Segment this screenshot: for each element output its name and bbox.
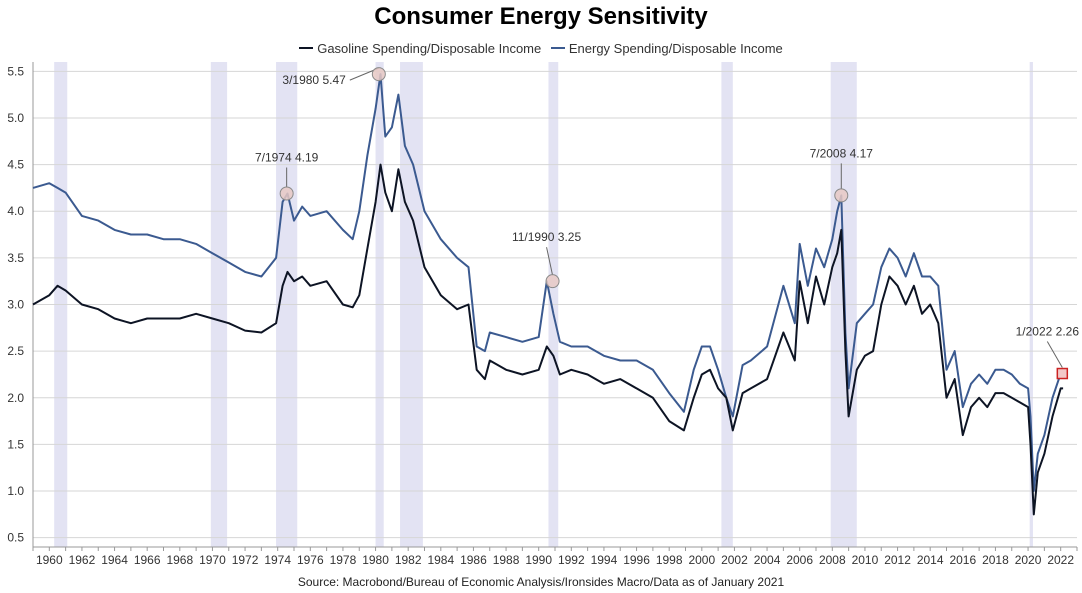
legend-label-gasoline: Gasoline Spending/Disposable Income: [317, 40, 542, 56]
x-tick-label: 2004: [754, 553, 781, 567]
x-tick-label: 1964: [101, 553, 128, 567]
x-tick-label: 2020: [1015, 553, 1042, 567]
source-note: Source: Macrobond/Bureau of Economic Ana…: [297, 575, 785, 589]
x-tick-label: 1970: [199, 553, 226, 567]
y-tick-label: 0.5: [7, 531, 24, 545]
x-tick-label: 1988: [493, 553, 520, 567]
x-tick-label: 1986: [460, 553, 487, 567]
x-tick-label: 2018: [982, 553, 1009, 567]
annotation-leader: [546, 247, 554, 276]
axes: 0.5 1.0 1.5 2.0 2.5 3.0 3.5 4.0 4.5 5.0 5.5 1960 196…: [7, 62, 1078, 567]
y-tick-label: 5.5: [7, 64, 24, 78]
grid-lines: [33, 70, 1077, 539]
energy-series-line: [32, 73, 1064, 492]
y-tick-label: 3.0: [7, 298, 24, 312]
x-tick-label: 1984: [427, 553, 454, 567]
x-tick-label: 1982: [395, 553, 422, 567]
x-tick-label: 1980: [362, 553, 389, 567]
annotation-label: 11/1990 3.25: [512, 230, 582, 244]
x-tick-label: 2006: [786, 553, 813, 567]
x-tick-label: 1968: [166, 553, 193, 567]
annotation-label: 7/1974 4.19: [255, 151, 319, 165]
x-tick-label: 2000: [688, 553, 715, 567]
y-tick-label: 2.5: [7, 344, 24, 358]
annotation-marker: [545, 274, 560, 289]
legend-item-gasoline: Gasoline Spending/Disposable Income: [299, 41, 541, 56]
annotation-label: 7/2008 4.17: [810, 146, 874, 160]
legend-swatch-gasoline: [299, 47, 314, 49]
annotation-marker: [1056, 367, 1069, 380]
chart-legend: Gasoline Spending/Disposable Income Ener…: [0, 37, 1082, 56]
y-tick-label: 5.0: [7, 111, 24, 125]
annotation-marker: [279, 186, 294, 201]
annotation-label: 3/1980 5.47: [282, 73, 346, 87]
x-tick-label: 2014: [917, 553, 944, 567]
gasoline-series-line: [32, 163, 1064, 516]
x-tick-label: 2008: [819, 553, 846, 567]
x-tick-label: 1960: [36, 553, 63, 567]
annotation-leader: [1046, 341, 1063, 368]
legend-swatch-energy: [550, 47, 565, 49]
x-tick-label: 1962: [69, 553, 96, 567]
x-tick-label: 1994: [591, 553, 618, 567]
x-tick-label: 1966: [134, 553, 161, 567]
y-tick-label: 4.5: [7, 158, 24, 172]
y-tick-label: 4.0: [7, 204, 24, 218]
y-tick-label: 2.0: [7, 391, 24, 405]
annotations: 7/1974 4.19 3/1980 5.47 11/1990 3.25 7/2008…: [255, 67, 1080, 380]
y-tick-label: 1.0: [7, 484, 24, 498]
x-tick-label: 1978: [330, 553, 357, 567]
chart-title: Consumer Energy Sensitivity: [374, 3, 708, 30]
x-tick-label: 1990: [525, 553, 552, 567]
x-tick-label: 1996: [623, 553, 650, 567]
y-tick-label: 3.5: [7, 251, 24, 265]
x-tick-label: 2012: [884, 553, 911, 567]
annotation-marker: [371, 67, 386, 82]
legend-item-energy: Energy Spending/Disposable Income: [550, 40, 783, 56]
legend-label-energy: Energy Spending/Disposable Income: [568, 40, 783, 56]
x-tick-label: 1992: [558, 553, 585, 567]
y-tick-label: 1.5: [7, 437, 24, 451]
x-tick-label: 2002: [721, 553, 748, 567]
x-tick-label: 1972: [232, 553, 259, 567]
x-tick-label: 2016: [949, 553, 976, 567]
x-tick-label: 2010: [852, 553, 879, 567]
annotation-marker: [834, 188, 849, 203]
x-tick-label: 1976: [297, 553, 324, 567]
x-tick-label: 2022: [1047, 553, 1074, 567]
x-tick-label: 1974: [264, 553, 291, 567]
x-tick-label: 1998: [656, 553, 683, 567]
series-lines: [32, 73, 1064, 516]
annotation-label: 1/2022 2.26: [1016, 325, 1080, 339]
